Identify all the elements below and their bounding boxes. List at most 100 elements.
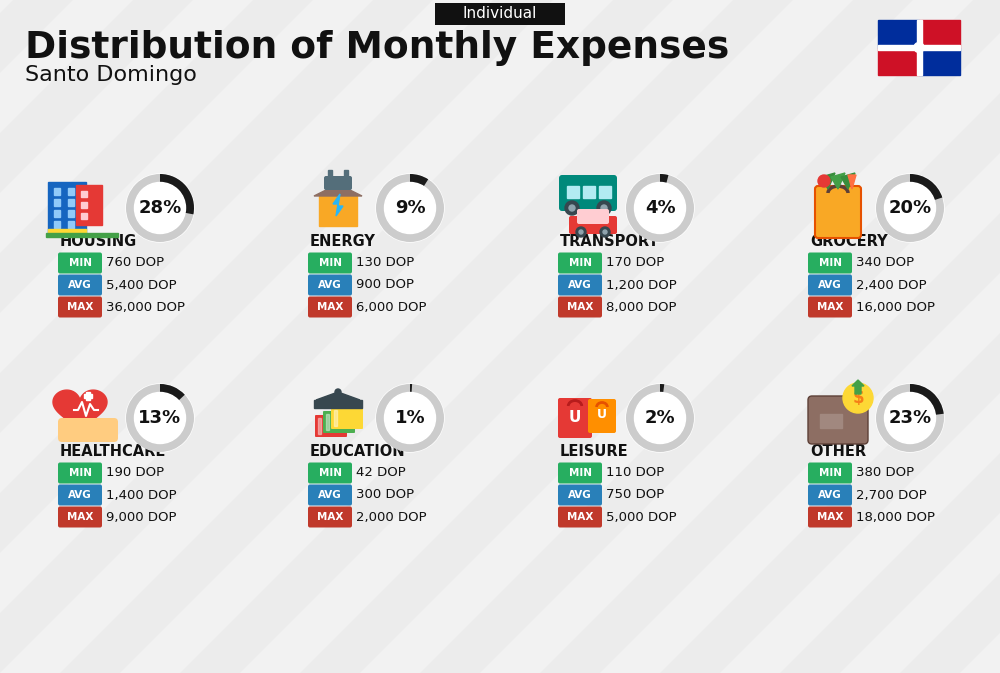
Text: MAX: MAX bbox=[817, 302, 843, 312]
FancyBboxPatch shape bbox=[808, 297, 852, 318]
Text: 170 DOP: 170 DOP bbox=[606, 256, 664, 269]
Text: 9,000 DOP: 9,000 DOP bbox=[106, 511, 176, 524]
Text: AVG: AVG bbox=[818, 490, 842, 500]
FancyBboxPatch shape bbox=[324, 176, 352, 190]
Wedge shape bbox=[160, 174, 194, 215]
Text: MAX: MAX bbox=[817, 512, 843, 522]
Polygon shape bbox=[180, 0, 1000, 673]
Text: AVG: AVG bbox=[68, 490, 92, 500]
Text: 1,200 DOP: 1,200 DOP bbox=[606, 279, 677, 291]
Polygon shape bbox=[0, 0, 40, 673]
Circle shape bbox=[579, 230, 583, 234]
Text: MIN: MIN bbox=[568, 468, 592, 478]
Wedge shape bbox=[126, 174, 194, 242]
Text: MIN: MIN bbox=[818, 258, 842, 268]
Text: 36,000 DOP: 36,000 DOP bbox=[106, 301, 185, 314]
Text: MIN: MIN bbox=[68, 468, 92, 478]
Text: 1,400 DOP: 1,400 DOP bbox=[106, 489, 177, 501]
Text: 340 DOP: 340 DOP bbox=[856, 256, 914, 269]
FancyBboxPatch shape bbox=[558, 398, 592, 438]
Circle shape bbox=[601, 205, 607, 211]
Text: AVG: AVG bbox=[568, 490, 592, 500]
Text: 5,000 DOP: 5,000 DOP bbox=[606, 511, 677, 524]
Text: 750 DOP: 750 DOP bbox=[606, 489, 664, 501]
Polygon shape bbox=[831, 173, 845, 189]
FancyBboxPatch shape bbox=[308, 297, 352, 318]
Wedge shape bbox=[876, 384, 944, 452]
Text: 2,000 DOP: 2,000 DOP bbox=[356, 511, 427, 524]
Bar bbox=[81, 213, 87, 219]
Bar bbox=[919, 20, 960, 48]
Circle shape bbox=[134, 392, 186, 444]
Wedge shape bbox=[626, 384, 694, 452]
FancyBboxPatch shape bbox=[808, 462, 852, 483]
Bar bbox=[54, 221, 60, 228]
Wedge shape bbox=[876, 174, 944, 242]
Text: Santo Domingo: Santo Domingo bbox=[25, 65, 197, 85]
FancyBboxPatch shape bbox=[58, 252, 102, 273]
Polygon shape bbox=[0, 0, 280, 673]
Bar bbox=[68, 188, 74, 195]
FancyBboxPatch shape bbox=[808, 507, 852, 528]
FancyBboxPatch shape bbox=[68, 428, 79, 440]
FancyBboxPatch shape bbox=[558, 485, 602, 505]
Wedge shape bbox=[910, 384, 944, 415]
Bar bbox=[86, 392, 90, 400]
Circle shape bbox=[876, 384, 944, 452]
FancyBboxPatch shape bbox=[435, 3, 565, 25]
FancyBboxPatch shape bbox=[331, 407, 363, 429]
Text: ENERGY: ENERGY bbox=[310, 234, 376, 248]
Bar bbox=[326, 414, 329, 430]
Polygon shape bbox=[0, 0, 760, 673]
FancyBboxPatch shape bbox=[78, 428, 89, 440]
Bar bbox=[48, 182, 86, 234]
Circle shape bbox=[603, 230, 607, 234]
Text: AVG: AVG bbox=[68, 280, 92, 290]
Bar bbox=[599, 186, 611, 198]
Text: AVG: AVG bbox=[818, 280, 842, 290]
Bar bbox=[48, 229, 86, 234]
Circle shape bbox=[885, 182, 936, 234]
Circle shape bbox=[885, 392, 936, 444]
Circle shape bbox=[597, 201, 611, 215]
FancyBboxPatch shape bbox=[58, 275, 102, 295]
Circle shape bbox=[335, 389, 341, 395]
Text: 900 DOP: 900 DOP bbox=[356, 279, 414, 291]
Circle shape bbox=[635, 392, 686, 444]
Text: 28%: 28% bbox=[138, 199, 182, 217]
Circle shape bbox=[126, 384, 194, 452]
Text: OTHER: OTHER bbox=[810, 444, 866, 458]
Bar bbox=[54, 188, 60, 195]
Text: 380 DOP: 380 DOP bbox=[856, 466, 914, 479]
Text: 5,400 DOP: 5,400 DOP bbox=[106, 279, 177, 291]
FancyBboxPatch shape bbox=[88, 428, 99, 440]
FancyBboxPatch shape bbox=[577, 209, 609, 224]
Polygon shape bbox=[60, 0, 1000, 673]
Polygon shape bbox=[780, 0, 1000, 673]
Text: 8,000 DOP: 8,000 DOP bbox=[606, 301, 676, 314]
Bar bbox=[328, 170, 332, 180]
Circle shape bbox=[376, 174, 444, 242]
Polygon shape bbox=[0, 0, 160, 673]
FancyBboxPatch shape bbox=[588, 399, 616, 433]
Wedge shape bbox=[626, 174, 694, 242]
FancyBboxPatch shape bbox=[58, 297, 102, 318]
Text: MIN: MIN bbox=[568, 258, 592, 268]
Wedge shape bbox=[410, 174, 428, 186]
Polygon shape bbox=[0, 0, 400, 673]
Bar bbox=[878, 48, 919, 75]
Polygon shape bbox=[300, 0, 1000, 673]
Polygon shape bbox=[316, 392, 360, 400]
Circle shape bbox=[818, 175, 830, 187]
Text: 300 DOP: 300 DOP bbox=[356, 489, 414, 501]
Polygon shape bbox=[660, 0, 1000, 673]
Text: 9%: 9% bbox=[395, 199, 425, 217]
Bar bbox=[68, 210, 74, 217]
Circle shape bbox=[134, 182, 186, 234]
Text: 20%: 20% bbox=[888, 199, 932, 217]
Circle shape bbox=[914, 42, 924, 52]
Text: Distribution of Monthly Expenses: Distribution of Monthly Expenses bbox=[25, 30, 729, 66]
Text: 2,400 DOP: 2,400 DOP bbox=[856, 279, 927, 291]
Bar bbox=[919, 48, 960, 75]
Wedge shape bbox=[660, 174, 668, 183]
